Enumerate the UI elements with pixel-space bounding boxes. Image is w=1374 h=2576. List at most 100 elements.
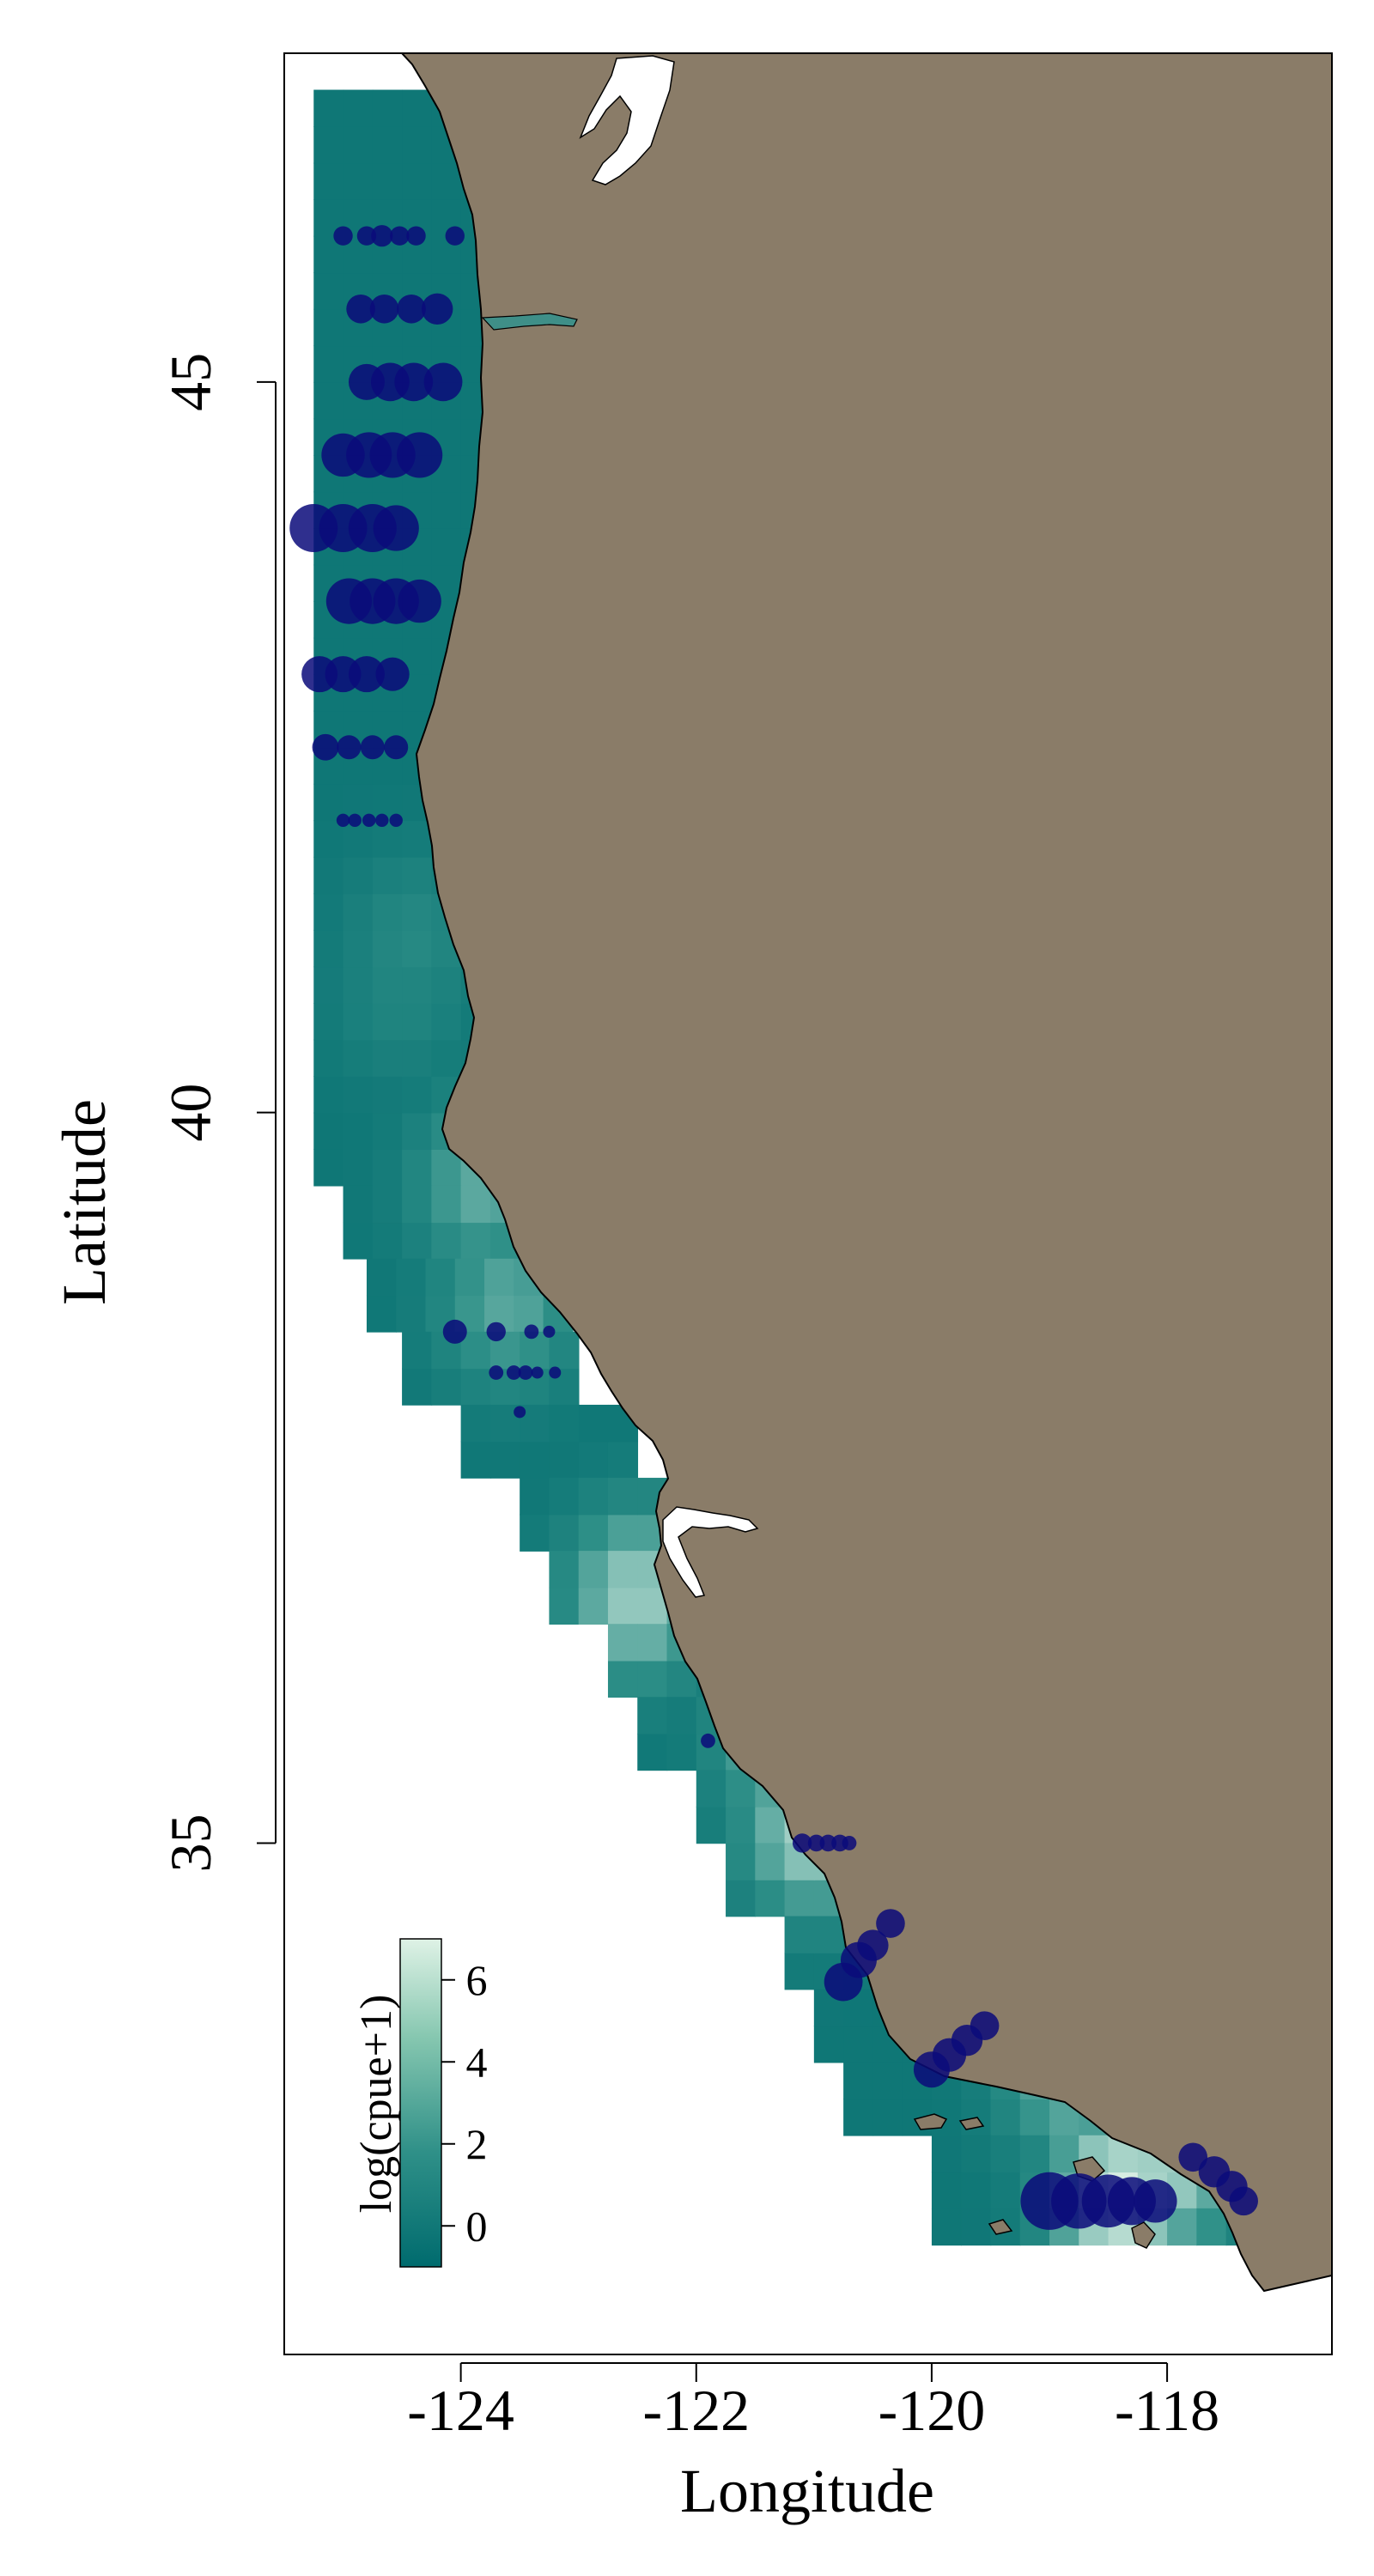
grid-cell [402, 856, 433, 895]
grid-cell [313, 1149, 344, 1187]
grid-cell [313, 308, 344, 347]
cpue-point [390, 226, 410, 246]
grid-cell [578, 1441, 609, 1479]
grid-cell [402, 1149, 433, 1187]
grid-cell [343, 893, 374, 931]
cpue-point [486, 1321, 506, 1342]
grid-cell [1019, 2099, 1050, 2136]
grid-cell [460, 1441, 491, 1479]
grid-cell [549, 1478, 580, 1516]
cpue-point [489, 1365, 504, 1380]
grid-cell [425, 1258, 456, 1297]
cpue-point [913, 2051, 950, 2088]
grid-cell [666, 1697, 697, 1735]
grid-cell [549, 1587, 580, 1625]
cpue-point [397, 432, 443, 478]
cpue-point [406, 226, 426, 246]
grid-cell [872, 2099, 903, 2136]
cpue-point [807, 1834, 825, 1852]
grid-cell [402, 1185, 433, 1224]
cpue-point [518, 1365, 533, 1380]
grid-cell [813, 2026, 844, 2063]
cpue-point [337, 735, 362, 760]
grid-cell [431, 966, 462, 1004]
cpue-point [336, 813, 350, 828]
grid-cell [402, 929, 433, 968]
cpue-point [514, 1406, 526, 1419]
grid-cell [402, 1112, 433, 1150]
grid-cell [343, 1149, 374, 1187]
grid-cell [755, 1843, 786, 1880]
cpue-point [442, 1319, 467, 1344]
grid-cell [607, 1478, 639, 1516]
grid-cell [843, 2026, 874, 2063]
grid-cell [402, 1222, 433, 1260]
grid-cell [313, 929, 344, 968]
grid-cell [755, 1879, 786, 1917]
grid-cell [990, 2172, 1021, 2209]
grid-cell [696, 1806, 727, 1844]
grid-cell [484, 1258, 515, 1297]
grid-cell [578, 1478, 609, 1516]
grid-cell [372, 1222, 403, 1260]
cpue-point [375, 813, 389, 828]
grid-cell [313, 1112, 344, 1150]
grid-cell [578, 1404, 609, 1443]
grid-cell [402, 893, 433, 931]
legend-ticks: 0 2 4 6 [441, 1956, 488, 2250]
grid-cell [313, 89, 344, 127]
grid-cell [313, 162, 344, 200]
grid-cell [366, 1295, 398, 1333]
grid-cell [372, 966, 403, 1004]
grid-cell [431, 1003, 462, 1041]
grid-cell [372, 1003, 403, 1041]
grid-cell [549, 1331, 580, 1370]
grid-cell [431, 1222, 462, 1260]
grid-cell [520, 1514, 550, 1552]
cpue-point [346, 294, 375, 324]
grid-cell [372, 856, 403, 895]
grid-cell [313, 1076, 344, 1114]
grid-cell [931, 2208, 963, 2246]
grid-cell [372, 89, 403, 127]
grid-cell [755, 1806, 786, 1844]
cpue-point [356, 226, 377, 246]
x-tick-label: -118 [1115, 2378, 1219, 2443]
grid-cell [549, 1551, 580, 1589]
cpue-point [876, 1909, 905, 1938]
grid-cell [343, 126, 374, 164]
grid-cell [372, 162, 403, 200]
grid-cell [372, 893, 403, 931]
island [958, 2117, 985, 2130]
grid-cell [343, 1003, 374, 1041]
cpue-point [524, 1324, 539, 1340]
grid-cell [343, 1185, 374, 1224]
grid-cell [931, 2172, 963, 2209]
grid-cell [549, 1441, 580, 1479]
grid-cell [402, 820, 433, 858]
grid-cell [431, 1185, 462, 1224]
cpue-point [543, 1325, 556, 1338]
grid-cell [578, 1514, 609, 1552]
grid-cell [402, 162, 433, 200]
grid-cell [607, 1587, 639, 1625]
y-tick-label: 40 [158, 1084, 223, 1142]
grid-cell [431, 162, 462, 200]
grid-cell [549, 1404, 580, 1443]
grid-cell [990, 2135, 1021, 2173]
cpue-point [394, 362, 434, 402]
legend-title: log(cpue+1) [352, 1995, 401, 2214]
grid-cell [313, 345, 344, 383]
legend-tick-label: 6 [466, 1956, 488, 2004]
grid-cell [313, 856, 344, 895]
grid-cell [489, 1441, 520, 1479]
grid-cell [343, 1112, 374, 1150]
grid-cell [402, 1003, 433, 1041]
grid-cell [372, 1185, 403, 1224]
cpue-point [792, 1833, 812, 1853]
grid-cell [431, 1039, 462, 1077]
cpue-point [389, 813, 403, 828]
grid-cell [549, 1514, 580, 1552]
island [1131, 2221, 1156, 2249]
